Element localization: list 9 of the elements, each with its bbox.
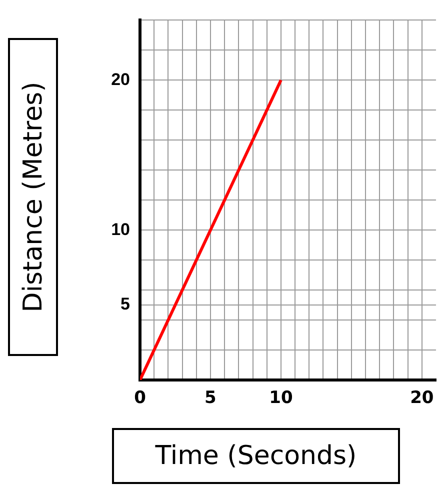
y-tick-label: 5	[120, 294, 130, 314]
y-tick-label: 20	[111, 70, 130, 89]
x-tick-label: 20	[410, 388, 434, 408]
x-axis-title: Time (Seconds)	[112, 428, 400, 484]
y-axis-title: Distance (Metres)	[18, 82, 48, 312]
x-tick-label: 5	[204, 388, 216, 408]
x-tick-label: 0	[134, 388, 146, 408]
y-tick-label: 10	[111, 220, 130, 239]
x-tick-label: 10	[269, 388, 293, 408]
